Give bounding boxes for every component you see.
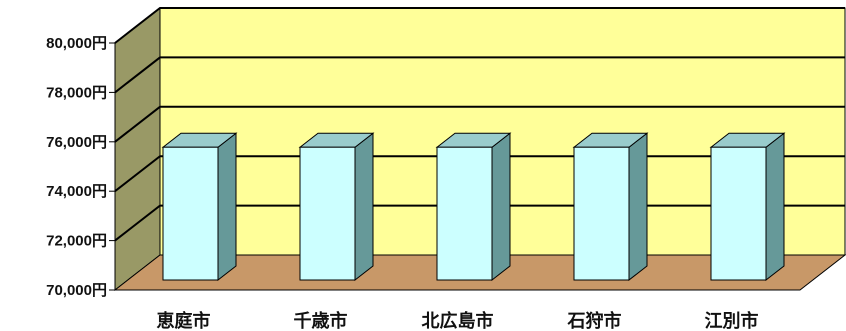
bar bbox=[710, 146, 767, 281]
bar-side bbox=[765, 132, 785, 282]
side-wall bbox=[114, 6, 161, 292]
x-tick-label: 北広島市 bbox=[422, 310, 494, 331]
bar-side bbox=[217, 132, 237, 282]
y-tick-label: 74,000円 bbox=[46, 183, 107, 200]
y-tick-label: 76,000円 bbox=[46, 134, 107, 151]
bar-side bbox=[628, 132, 648, 282]
gridline bbox=[114, 105, 845, 143]
bar bbox=[436, 146, 493, 281]
gridline bbox=[114, 7, 845, 44]
y-tick-label: 80,000円 bbox=[46, 35, 107, 52]
x-tick-label: 恵庭市 bbox=[157, 310, 211, 331]
bar bbox=[299, 146, 356, 281]
y-tick-label: 70,000円 bbox=[46, 282, 107, 299]
x-tick-label: 千歳市 bbox=[294, 310, 348, 331]
bar bbox=[162, 146, 219, 281]
x-tick-label: 江別市 bbox=[705, 310, 759, 331]
bar-side bbox=[354, 132, 374, 282]
bar bbox=[573, 146, 630, 281]
bar-side bbox=[491, 132, 511, 282]
y-tick-label: 72,000円 bbox=[46, 233, 107, 250]
gridline bbox=[114, 56, 845, 94]
x-tick-label: 石狩市 bbox=[567, 310, 622, 331]
y-tick-label: 78,000円 bbox=[46, 84, 107, 101]
